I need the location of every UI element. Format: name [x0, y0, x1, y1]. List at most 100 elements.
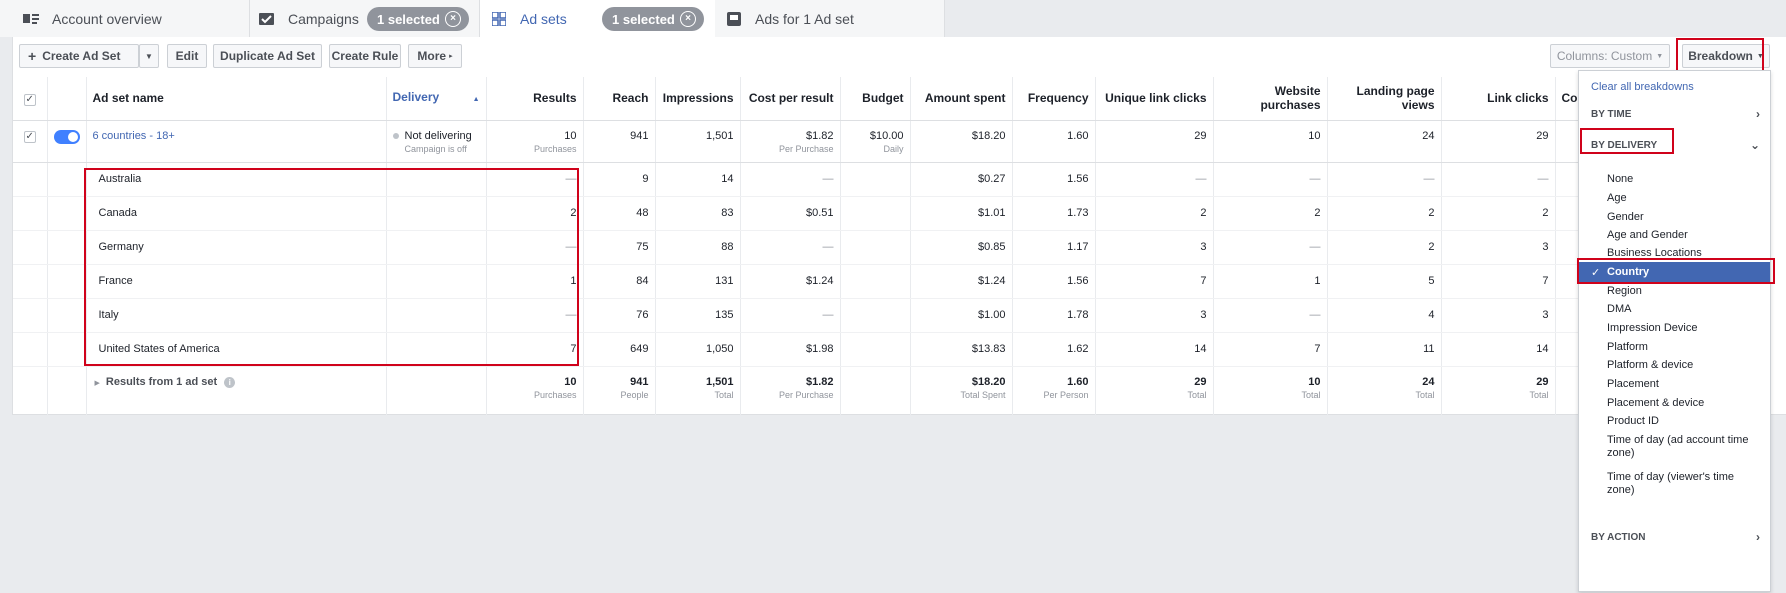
- breakdown-option[interactable]: DMA: [1579, 299, 1770, 319]
- col-results[interactable]: Results: [486, 77, 584, 121]
- by-action-section[interactable]: BY ACTION ›: [1579, 527, 1770, 547]
- row-lpv: 5: [1327, 264, 1442, 299]
- col-impressions[interactable]: Impressions: [655, 77, 741, 121]
- more-button[interactable]: More ▸: [408, 44, 462, 68]
- col-link-clicks[interactable]: Link clicks: [1441, 77, 1556, 121]
- row-link-clicks: 3: [1441, 230, 1556, 265]
- breakdown-option[interactable]: Age: [1579, 188, 1770, 208]
- col-unique-link-clicks[interactable]: Unique link clicks: [1095, 77, 1214, 121]
- breakdown-option[interactable]: None: [1579, 169, 1770, 189]
- row-frequency: 1.78: [1012, 298, 1096, 333]
- breakdown-option[interactable]: Platform & device: [1579, 355, 1770, 375]
- ad-set-name[interactable]: 6 countries - 18+: [86, 120, 387, 163]
- create-ad-set-button[interactable]: + Create Ad Set: [19, 44, 139, 68]
- row-results: —: [486, 230, 584, 265]
- ad-set-row[interactable]: ✓ 6 countries - 18+ Not delivering Campai…: [13, 120, 1586, 163]
- by-delivery-section[interactable]: BY DELIVERY ⌄: [1579, 135, 1770, 155]
- breakdown-option-label: Time of day (ad account time zone): [1607, 434, 1749, 459]
- ad-set-reach: 941: [583, 120, 656, 163]
- breakdown-option-label: None: [1607, 173, 1634, 185]
- row-link-clicks: —: [1441, 162, 1556, 197]
- breakdown-option[interactable]: Platform: [1579, 337, 1770, 357]
- breakdown-option[interactable]: Region: [1579, 281, 1770, 301]
- col-ad-set-name[interactable]: Ad set name: [86, 77, 387, 121]
- row-purchases: 1: [1213, 264, 1328, 299]
- total-reach: 941 People: [583, 365, 656, 415]
- ad-set-lpv: 24: [1327, 120, 1442, 163]
- row-impressions: 83: [655, 196, 741, 231]
- breakdown-caret-icon: ▼: [1756, 52, 1764, 60]
- row-cost: —: [740, 298, 841, 333]
- row-unique-clicks: 14: [1095, 332, 1214, 367]
- select-all-checkbox[interactable]: ✓: [23, 93, 36, 106]
- breakdown-row: France 1 84 131 $1.24 $1.24 1.56 7 1 5 7: [13, 264, 1586, 299]
- col-budget[interactable]: Budget: [840, 77, 911, 121]
- row-budget: [840, 264, 911, 299]
- clear-campaigns-icon[interactable]: ×: [445, 11, 461, 27]
- breakdown-option[interactable]: Time of day (viewer's time zone): [1579, 467, 1770, 501]
- total-cost: $1.82 Per Purchase: [740, 365, 841, 415]
- ad-set-checkbox[interactable]: ✓: [23, 130, 36, 143]
- ad-set-toggle[interactable]: [53, 129, 80, 144]
- breakdown-option-label: Platform & device: [1607, 359, 1694, 371]
- breakdown-option[interactable]: Gender: [1579, 207, 1770, 227]
- breakdown-option-label: DMA: [1607, 303, 1632, 315]
- create-ad-set-label: Create Ad Set: [42, 49, 121, 63]
- row-lpv: 4: [1327, 298, 1442, 333]
- results-sub: Purchases: [533, 143, 577, 154]
- columns-button[interactable]: Columns: Custom ▼: [1550, 44, 1670, 68]
- tab-campaigns[interactable]: Campaigns: [258, 0, 359, 37]
- tab-ads[interactable]: Ads for 1 Ad set: [725, 0, 854, 37]
- duplicate-ad-set-button[interactable]: Duplicate Ad Set: [213, 44, 322, 68]
- total-empty-1: [13, 365, 48, 415]
- create-dropdown-button[interactable]: ▼: [139, 44, 159, 68]
- by-time-section[interactable]: BY TIME ›: [1579, 104, 1770, 124]
- campaigns-selected-pill[interactable]: 1 selected ×: [367, 7, 469, 31]
- results-value: 10: [564, 129, 577, 142]
- breakdown-option[interactable]: Time of day (ad account time zone): [1579, 430, 1770, 464]
- breakdown-option[interactable]: Business Locations: [1579, 243, 1770, 263]
- more-label: More: [417, 49, 447, 63]
- info-icon[interactable]: i: [224, 376, 236, 388]
- ads-icon: [725, 10, 743, 28]
- breakdown-option-label: Placement: [1607, 378, 1659, 390]
- breakdown-option-label: Placement & device: [1607, 397, 1705, 409]
- total-impressions: 1,501 Total: [655, 365, 741, 415]
- row-reach: 76: [583, 298, 656, 333]
- breakdown-button[interactable]: Breakdown ▼: [1682, 44, 1770, 68]
- breakdown-option[interactable]: Age and Gender: [1579, 225, 1770, 245]
- row-empty-checkbox: [13, 332, 48, 367]
- ad-sets-selected-pill[interactable]: 1 selected ×: [602, 7, 704, 31]
- country-name: United States of America: [86, 332, 387, 367]
- col-delivery[interactable]: Delivery ▲: [386, 77, 487, 121]
- col-website-purchases[interactable]: Website purchases: [1213, 77, 1328, 121]
- create-rule-button[interactable]: Create Rule: [329, 44, 401, 68]
- clear-ad-sets-icon[interactable]: ×: [680, 11, 696, 27]
- breakdown-option[interactable]: Product ID: [1579, 411, 1770, 431]
- edit-button[interactable]: Edit: [167, 44, 207, 68]
- row-unique-clicks: 2: [1095, 196, 1214, 231]
- total-purchases-sub: Total: [1301, 389, 1321, 400]
- clear-breakdowns-link[interactable]: Clear all breakdowns: [1591, 81, 1694, 93]
- expand-caret-icon[interactable]: ▶: [94, 379, 100, 387]
- row-impressions: 14: [655, 162, 741, 197]
- row-delivery: [386, 264, 487, 299]
- breakdown-option[interactable]: Placement & device: [1579, 393, 1770, 413]
- breakdown-option[interactable]: Placement: [1579, 374, 1770, 394]
- col-cost-per-result[interactable]: Cost per result: [740, 77, 841, 121]
- row-lpv: 11: [1327, 332, 1442, 367]
- col-reach[interactable]: Reach: [583, 77, 656, 121]
- row-empty-toggle: [47, 332, 87, 367]
- col-landing-page-views[interactable]: Landing page views: [1327, 77, 1442, 121]
- tab-account-overview[interactable]: Account overview: [22, 0, 162, 37]
- total-frequency-sub: Per Person: [1043, 389, 1089, 400]
- row-results: —: [486, 162, 584, 197]
- row-empty-checkbox: [13, 230, 48, 265]
- row-budget: [840, 196, 911, 231]
- breakdown-option[interactable]: Impression Device: [1579, 318, 1770, 338]
- col-amount-spent[interactable]: Amount spent: [910, 77, 1013, 121]
- breakdown-option[interactable]: ✓ Country: [1579, 262, 1770, 282]
- ad-set-delivery: Not delivering Campaign is off: [386, 120, 487, 163]
- col-frequency[interactable]: Frequency: [1012, 77, 1096, 121]
- total-reach-value: 941: [630, 375, 649, 388]
